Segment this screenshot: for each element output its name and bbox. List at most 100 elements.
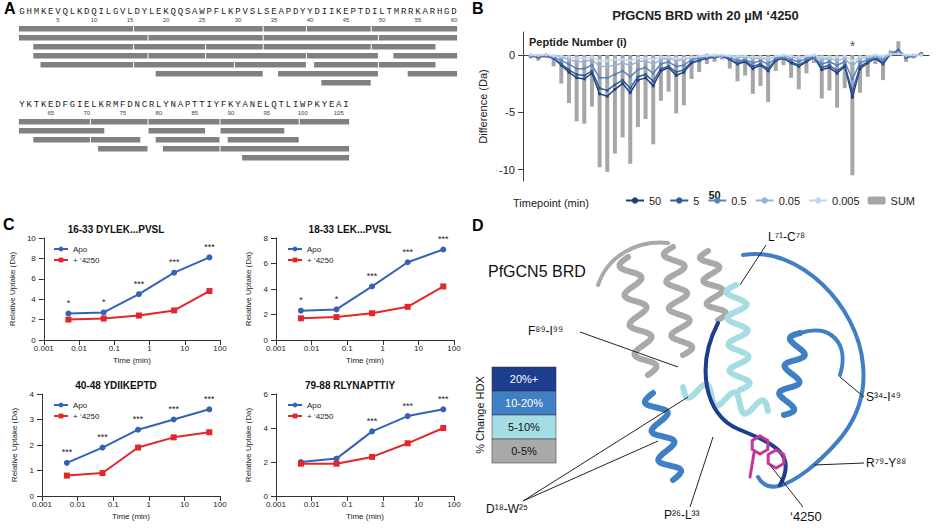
svg-text:Time (min): Time (min) — [113, 356, 151, 365]
svg-text:Apo: Apo — [73, 245, 88, 254]
svg-text:Apo: Apo — [307, 245, 322, 254]
svg-text:G: G — [444, 7, 449, 17]
svg-text:***: *** — [402, 247, 413, 257]
svg-text:***: *** — [133, 414, 144, 424]
svg-text:E: E — [84, 100, 89, 110]
svg-text:+ ‘4250: + ‘4250 — [307, 412, 334, 421]
svg-text:20: 20 — [163, 17, 170, 23]
svg-text:20%+: 20%+ — [510, 373, 538, 385]
svg-text:0.01: 0.01 — [304, 500, 320, 509]
svg-text:18-33 LEK...PVSL: 18-33 LEK...PVSL — [309, 224, 392, 235]
svg-text:K: K — [163, 7, 169, 17]
svg-text:S: S — [250, 7, 255, 17]
svg-text:4: 4 — [264, 285, 269, 294]
svg-text:V: V — [120, 7, 126, 17]
svg-text:100: 100 — [213, 344, 227, 353]
svg-text:Relative Uptake (Da): Relative Uptake (Da) — [8, 252, 17, 327]
svg-text:8: 8 — [31, 254, 36, 263]
svg-text:10: 10 — [414, 500, 423, 509]
svg-text:105: 105 — [334, 110, 345, 116]
svg-text:Relative Uptake (Da): Relative Uptake (Da) — [244, 408, 253, 483]
svg-text:1: 1 — [30, 466, 35, 475]
svg-text:S: S — [264, 7, 269, 17]
svg-text:P: P — [185, 100, 190, 110]
svg-text:K: K — [98, 100, 104, 110]
svg-text:Y: Y — [142, 7, 148, 17]
svg-text:L: L — [106, 7, 111, 17]
svg-text:0.001: 0.001 — [32, 500, 53, 509]
svg-text:-10: -10 — [499, 164, 515, 176]
svg-text:0.1: 0.1 — [108, 500, 120, 509]
svg-text:K: K — [415, 7, 421, 17]
svg-text:50: 50 — [379, 17, 386, 23]
svg-text:T: T — [358, 7, 364, 17]
svg-text:C: C — [142, 100, 148, 110]
svg-text:6: 6 — [31, 274, 36, 283]
svg-text:E: E — [271, 7, 276, 17]
svg-text:D: D — [134, 7, 139, 17]
svg-text:F: F — [221, 100, 226, 110]
svg-text:1: 1 — [381, 344, 386, 353]
svg-text:M: M — [113, 100, 118, 110]
svg-text:55: 55 — [415, 17, 422, 23]
svg-text:8: 8 — [264, 234, 269, 243]
svg-text:W: W — [300, 100, 306, 110]
svg-text:-5: -5 — [505, 106, 515, 118]
svg-text:Time (min): Time (min) — [346, 512, 384, 521]
svg-text:L: L — [149, 7, 154, 17]
svg-text:A: A — [178, 100, 184, 110]
svg-text:+ ‘4250: + ‘4250 — [73, 256, 100, 265]
svg-text:***: *** — [204, 394, 215, 404]
svg-text:K: K — [228, 100, 234, 110]
svg-text:100: 100 — [298, 110, 309, 116]
svg-text:V: V — [242, 7, 248, 17]
svg-text:***: *** — [367, 271, 378, 281]
svg-text:P: P — [307, 100, 312, 110]
svg-text:I: I — [206, 100, 211, 110]
svg-text:P: P — [206, 7, 211, 17]
svg-text:P: P — [286, 7, 291, 17]
svg-text:45: 45 — [343, 17, 350, 23]
svg-text:Y: Y — [322, 100, 328, 110]
svg-text:+ ‘4250: + ‘4250 — [73, 412, 100, 421]
svg-text:D: D — [451, 7, 456, 17]
svg-text:Relative Uptake (Da): Relative Uptake (Da) — [244, 252, 253, 327]
svg-text:‘4250: ‘4250 — [790, 509, 822, 524]
svg-text:L: L — [379, 7, 384, 17]
svg-text:***: *** — [168, 404, 179, 414]
svg-text:0.1: 0.1 — [342, 500, 354, 509]
svg-text:A: A — [242, 100, 248, 110]
svg-text:75: 75 — [119, 110, 126, 116]
svg-text:S³⁴-I⁴⁹: S³⁴-I⁴⁹ — [866, 390, 901, 404]
svg-text:*: * — [335, 294, 339, 304]
svg-text:Q: Q — [62, 7, 67, 17]
svg-text:L⁷¹-C⁷⁸: L⁷¹-C⁷⁸ — [768, 230, 805, 244]
svg-text:W: W — [199, 7, 205, 17]
svg-text:R: R — [430, 7, 436, 17]
svg-text:2: 2 — [31, 315, 36, 324]
svg-text:D¹⁸-W²⁵: D¹⁸-W²⁵ — [486, 502, 528, 516]
svg-text:K: K — [41, 7, 47, 17]
svg-text:0.1: 0.1 — [342, 344, 354, 353]
svg-text:L: L — [264, 100, 269, 110]
svg-text:K: K — [26, 100, 32, 110]
svg-text:95: 95 — [263, 110, 270, 116]
svg-text:T: T — [199, 100, 205, 110]
svg-text:0.05: 0.05 — [779, 195, 800, 207]
svg-text:E: E — [156, 7, 161, 17]
svg-text:Time (min): Time (min) — [346, 356, 384, 365]
svg-text:4: 4 — [264, 424, 269, 433]
svg-text:10: 10 — [180, 500, 189, 509]
svg-text:Peptide Number (i): Peptide Number (i) — [529, 36, 627, 48]
svg-text:D: D — [84, 7, 89, 17]
svg-text:L: L — [221, 7, 226, 17]
svg-text:100: 100 — [447, 500, 461, 509]
svg-text:A: A — [192, 7, 198, 17]
svg-text:D: D — [127, 100, 132, 110]
svg-text:E: E — [257, 100, 262, 110]
svg-text:*: * — [850, 38, 856, 54]
svg-text:0: 0 — [509, 49, 515, 61]
svg-text:K: K — [77, 7, 83, 17]
svg-text:R⁷⁹-Y⁸⁸: R⁷⁹-Y⁸⁸ — [866, 456, 906, 470]
svg-text:L: L — [70, 7, 75, 17]
